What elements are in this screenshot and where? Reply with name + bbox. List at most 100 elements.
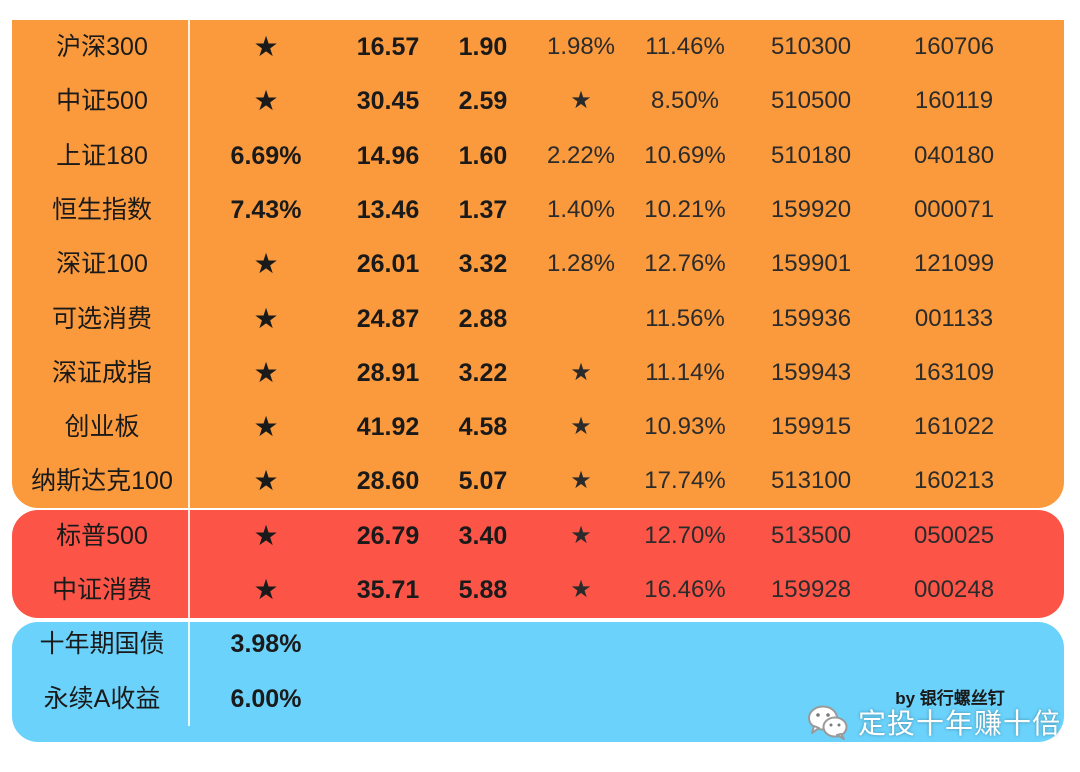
wechat-icon <box>808 705 848 740</box>
pb-ratio-cell: 4.58 <box>458 413 508 442</box>
table-row: 深证成指 ★ 28.91 3.22 ★ 11.14% 159943 163109 <box>0 346 1080 400</box>
pe-ratio-cell: 28.60 <box>356 467 420 496</box>
earnings-yield-cell: 6.00% <box>230 684 302 713</box>
etf-code-cell: 510500 <box>770 87 852 115</box>
etf-code-cell: 159901 <box>770 250 852 278</box>
table-row: 创业板 ★ 41.92 4.58 ★ 10.93% 159915 161022 <box>0 400 1080 454</box>
pe-ratio-cell: 28.91 <box>356 358 420 387</box>
pb-ratio-cell <box>438 672 528 726</box>
roe-cell <box>632 617 738 671</box>
pb-ratio-cell: 1.90 <box>458 33 508 61</box>
index-name-cell: 深证成指 <box>51 358 152 387</box>
fund-code-cell: 121099 <box>913 250 995 278</box>
table-row: 沪深300 ★ 16.57 1.90 1.98% 11.46% 510300 160706 <box>0 20 1080 74</box>
pb-ratio-cell: 2.88 <box>458 304 508 333</box>
fund-code-cell: 160213 <box>913 467 995 495</box>
index-name-cell: 深证100 <box>56 250 148 279</box>
pe-ratio-cell: 26.79 <box>356 521 420 550</box>
roe-cell: 10.93% <box>644 413 726 441</box>
group-bond-benchmark <box>12 622 1064 742</box>
pb-ratio-cell: 5.07 <box>458 467 508 496</box>
pb-ratio-cell <box>438 617 528 671</box>
etf-code-cell <box>756 617 866 671</box>
index-name-cell: 恒生指数 <box>51 195 152 224</box>
dividend-yield-cell: 1.98% <box>546 33 616 60</box>
dividend-yield-cell: ★ <box>570 358 592 386</box>
pb-ratio-cell: 1.37 <box>458 195 508 224</box>
fund-code-cell: 000071 <box>913 195 995 223</box>
etf-code-cell: 513500 <box>770 521 852 549</box>
earnings-yield-cell: 7.43% <box>230 195 302 224</box>
fund-code-cell: 161022 <box>913 413 995 441</box>
fund-code-cell <box>896 617 1012 671</box>
etf-code-cell: 159920 <box>770 195 852 223</box>
pe-ratio-cell: 14.96 <box>356 141 420 170</box>
dividend-yield-cell: 1.40% <box>546 195 616 223</box>
table-row: 中证消费 ★ 35.71 5.88 ★ 16.46% 159928 000248 <box>0 563 1080 617</box>
index-name-cell: 永续A收益 <box>43 684 161 713</box>
index-name-cell: 可选消费 <box>51 304 152 333</box>
roe-cell: 16.46% <box>644 576 726 603</box>
byline: by 银行螺丝钉 <box>895 689 1005 708</box>
pe-ratio-cell: 35.71 <box>356 576 420 604</box>
table-row: 中证500 ★ 30.45 2.59 ★ 8.50% 510500 160119 <box>0 74 1080 128</box>
pe-ratio-cell <box>340 617 436 671</box>
etf-code-cell: 159928 <box>770 576 852 603</box>
table-row: 永续A收益 6.00% <box>0 672 1080 726</box>
dividend-yield-cell: 1.28% <box>546 250 616 278</box>
fund-code-cell: 040180 <box>913 141 995 169</box>
fund-code-cell: 001133 <box>914 304 994 332</box>
earnings-yield-cell: ★ <box>253 411 279 443</box>
pe-ratio-cell: 26.01 <box>356 250 420 279</box>
pb-ratio-cell: 5.88 <box>458 576 508 604</box>
dividend-yield-cell <box>536 292 626 346</box>
fund-code-cell: 160706 <box>913 33 995 60</box>
pe-ratio-cell: 24.87 <box>356 304 420 333</box>
fund-code-cell: 050025 <box>913 521 995 549</box>
earnings-yield-cell: ★ <box>253 574 279 605</box>
earnings-yield-cell: ★ <box>253 465 279 497</box>
group-high-valuation <box>12 510 1064 618</box>
dividend-yield-cell: ★ <box>570 413 592 441</box>
group-main-indexes <box>12 20 1064 508</box>
index-name-cell: 中证500 <box>56 87 148 116</box>
dividend-yield-cell <box>536 617 626 671</box>
roe-cell: 11.56% <box>645 304 725 332</box>
index-name-cell: 十年期国债 <box>39 630 165 659</box>
etf-code-cell: 510180 <box>770 141 852 169</box>
etf-code-cell: 159943 <box>770 358 852 386</box>
earnings-yield-cell: ★ <box>253 519 279 551</box>
watermark-text: 定投十年赚十倍 <box>858 708 1062 739</box>
index-name-cell: 上证180 <box>56 141 148 170</box>
roe-cell: 12.76% <box>644 250 726 278</box>
wechat-watermark: 定投十年赚十倍 <box>806 700 1061 744</box>
pb-ratio-cell: 3.40 <box>458 521 508 550</box>
table-row: 深证100 ★ 26.01 3.32 1.28% 12.76% 159901 121099 <box>0 237 1080 291</box>
roe-cell: 11.14% <box>645 358 725 386</box>
dividend-yield-cell: 2.22% <box>546 141 616 169</box>
table-row: 可选消费 ★ 24.87 2.88 11.56% 159936 001133 <box>0 292 1080 346</box>
dividend-yield-cell <box>536 672 626 726</box>
dividend-yield-cell: ★ <box>570 87 592 115</box>
table-row: 标普500 ★ 26.79 3.40 ★ 12.70% 513500 050025 <box>0 509 1080 563</box>
pe-ratio-cell <box>340 672 436 726</box>
roe-cell: 11.46% <box>645 33 725 60</box>
etf-code-cell: 510300 <box>770 33 852 60</box>
pb-ratio-cell: 1.60 <box>458 141 508 170</box>
etf-code-cell: 159936 <box>770 304 852 332</box>
earnings-yield-cell: ★ <box>253 85 279 117</box>
earnings-yield-cell: 6.69% <box>230 141 302 170</box>
earnings-yield-cell: ★ <box>253 248 279 280</box>
earnings-yield-cell: ★ <box>253 31 279 62</box>
pb-ratio-cell: 3.22 <box>458 358 508 387</box>
roe-cell: 12.70% <box>644 521 726 549</box>
pe-ratio-cell: 13.46 <box>356 195 420 224</box>
column-divider <box>188 20 190 726</box>
pe-ratio-cell: 16.57 <box>356 33 420 61</box>
dividend-yield-cell: ★ <box>570 467 592 495</box>
index-name-cell: 标普500 <box>56 521 148 550</box>
etf-code-cell: 159915 <box>770 413 852 441</box>
table-row: 十年期国债 3.98% <box>0 617 1080 671</box>
roe-cell: 10.69% <box>644 141 726 169</box>
fund-code-cell: 163109 <box>913 358 995 386</box>
